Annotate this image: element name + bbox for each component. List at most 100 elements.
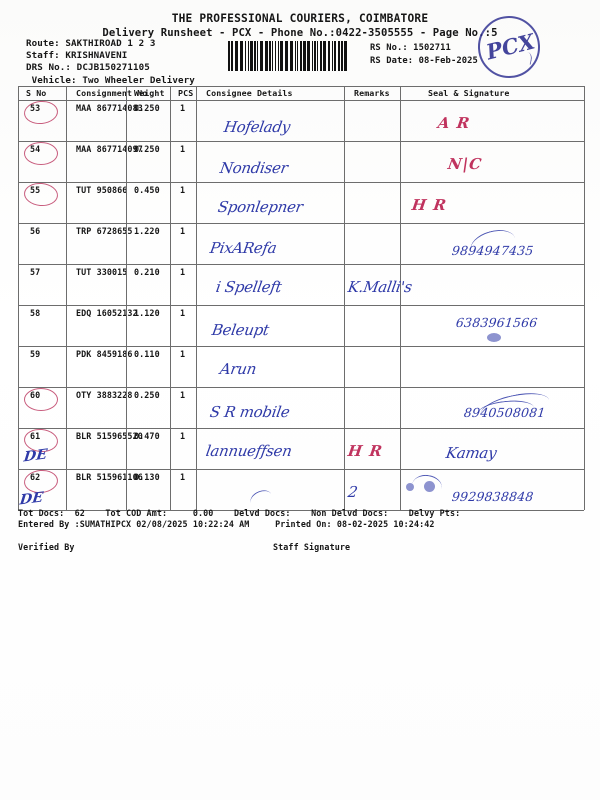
consignee-signature-handwriting: S R mobile: [208, 403, 291, 421]
cell-cons: MAA 867714097: [76, 144, 143, 154]
cell-wt: 1.220: [134, 226, 160, 236]
signature-scribble: [247, 487, 275, 510]
consignee-signature-handwriting: Hofelady: [222, 118, 292, 136]
cell-cons: TRP 6728655: [76, 226, 133, 236]
barcode-bar: [295, 41, 296, 71]
consignee-signature-handwriting: PixARefa: [208, 239, 278, 257]
staff-signature-label: Staff Signature: [273, 542, 351, 552]
barcode-bar: [312, 41, 313, 71]
barcode-bar: [280, 41, 283, 71]
de-exception-mark: DE: [22, 446, 48, 466]
table-rule: [18, 100, 584, 101]
remarks-handwriting: H R: [346, 442, 385, 460]
cell-wt: 0.250: [134, 390, 160, 400]
cell-wt: 0.250: [134, 103, 160, 113]
cell-cons: MAA 867714083: [76, 103, 143, 113]
consignee-signature-handwriting: lannueffsen: [204, 442, 294, 460]
table-column-rule: [18, 86, 19, 510]
seal-signature-handwriting: 6383961566: [455, 315, 539, 330]
consignee-signature-handwriting: i Spelleft: [214, 278, 283, 296]
cell-sno: 55: [30, 185, 41, 195]
table-column-rule: [344, 86, 345, 510]
column-header-seal-signature: Seal & Signature: [428, 88, 510, 98]
cell-sno: 58: [30, 308, 41, 318]
drs-no-line: DRS No.: DCJB150271105: [26, 62, 150, 74]
table-column-rule: [126, 86, 127, 510]
signature-scribble: [478, 387, 552, 428]
table-rule: [18, 264, 584, 265]
document-subtitle: Delivery Runsheet - PCX - Phone No.:0422…: [102, 27, 498, 39]
cell-sno: 54: [30, 144, 41, 154]
column-header-consignment-no: Consignment No: [76, 88, 148, 98]
header-left-block: Route: SAKTHIROAD 1 2 3 Staff: KRISHNAVE…: [26, 38, 195, 87]
cell-sno: 62: [30, 472, 41, 482]
barcode-bar: [228, 41, 230, 71]
barcode-bar: [231, 41, 233, 71]
cell-wt: 0.130: [134, 472, 160, 482]
consignee-signature-handwriting: Sponlepner: [216, 198, 304, 216]
table-rule: [18, 305, 584, 306]
sno-circle-mark: [23, 468, 59, 495]
verified-by-label: Verified By: [18, 542, 75, 552]
barcode-bar: [250, 41, 253, 71]
seal-signature-handwriting: N|C: [446, 155, 484, 173]
cell-cons: TUT 330015: [76, 267, 128, 277]
cell-pcs: 1: [180, 390, 186, 400]
pcx-rubber-stamp-icon: PCX: [475, 13, 543, 81]
cell-sno: 56: [30, 226, 41, 236]
cell-pcs: 1: [180, 431, 186, 441]
column-header-s-no: S No: [26, 88, 47, 98]
cell-sno: 59: [30, 349, 41, 359]
column-header-pcs: PCS: [178, 88, 194, 98]
cell-cons: BLR 515961106: [76, 472, 143, 482]
barcode-bar: [328, 41, 330, 71]
cell-pcs: 1: [180, 308, 186, 318]
consignee-signature-handwriting: Beleupt: [210, 321, 271, 339]
cell-pcs: 1: [180, 103, 186, 113]
cell-wt: 0.250: [134, 144, 160, 154]
table-rule: [18, 346, 584, 347]
barcode-bar: [257, 41, 258, 71]
signature-scribble: [477, 398, 535, 423]
barcode-bar: [272, 41, 273, 71]
cell-pcs: 1: [180, 144, 186, 154]
ink-smudge: [487, 333, 501, 342]
totals-line: Tot Docs: 62 Tot COD Amt: 0.00 Delvd Doc…: [18, 508, 461, 518]
barcode-bar: [341, 41, 343, 71]
seal-signature-handwriting: 8940508081: [463, 405, 547, 420]
column-header-remarks: Remarks: [354, 88, 390, 98]
rs-date-line: RS Date: 08-Feb-2025: [370, 55, 478, 66]
cell-sno: 57: [30, 267, 41, 277]
table-column-rule: [400, 86, 401, 510]
cell-wt: 0.450: [134, 185, 160, 195]
barcode-bar: [338, 41, 340, 71]
signature-scribble: [467, 225, 519, 264]
table-rule: [18, 428, 584, 429]
table-rule: [18, 510, 584, 511]
cell-wt: 0.110: [134, 349, 160, 359]
cell-sno: 60: [30, 390, 41, 400]
barcode-bar: [245, 41, 246, 71]
cell-pcs: 1: [180, 349, 186, 359]
ink-smudge: [424, 481, 435, 492]
cell-wt: 0.210: [134, 267, 160, 277]
ink-smudge: [406, 483, 414, 491]
table-column-rule: [170, 86, 171, 510]
cell-wt: 1.120: [134, 308, 160, 318]
barcode-bar: [323, 41, 326, 71]
table-rule: [18, 182, 584, 183]
barcode-bar: [320, 41, 322, 71]
cell-pcs: 1: [180, 267, 186, 277]
barcode-bar: [285, 41, 288, 71]
barcode-bar: [332, 41, 333, 71]
remarks-handwriting: K.Malli's: [346, 278, 414, 296]
barcode-bar: [278, 41, 279, 71]
cell-cons: PDK 8459186: [76, 349, 133, 359]
column-header-weight: Weight: [134, 88, 165, 98]
barcode-bar: [265, 41, 268, 71]
cell-cons: OTY 3883228: [76, 390, 133, 400]
cell-sno: 53: [30, 103, 41, 113]
company-title: THE PROFESSIONAL COURIERS, COIMBATORE: [171, 12, 429, 25]
vehicle-line: Vehicle: Two Wheeler Delivery: [26, 74, 195, 86]
